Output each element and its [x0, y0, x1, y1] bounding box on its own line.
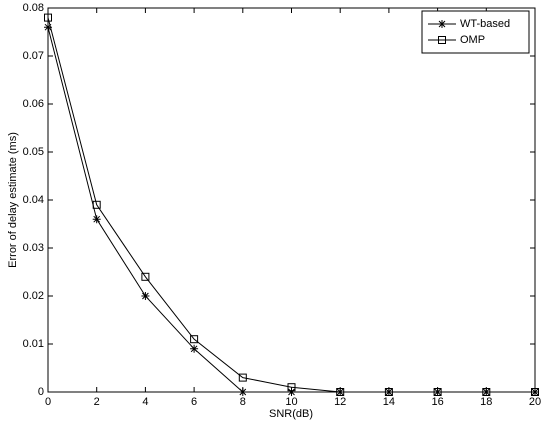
marker [287, 388, 296, 396]
x-tick-label: 10 [285, 396, 297, 408]
series-line [47, 17, 535, 393]
y-tick-label: 0.02 [23, 290, 44, 302]
x-tick-label: 16 [431, 396, 443, 408]
x-axis-label: SNR(dB) [269, 408, 313, 420]
marker [287, 383, 296, 392]
y-tick-label: 0.05 [23, 146, 44, 158]
legend-label: WT-based [460, 18, 510, 30]
y-tick-label: 0.08 [23, 2, 44, 14]
marker [92, 215, 101, 224]
y-tick-label: 0.01 [23, 338, 44, 350]
y-tick-label: 0.06 [23, 98, 44, 110]
marker [44, 23, 52, 32]
marker [433, 388, 442, 396]
legend-label: OMP [460, 34, 485, 46]
marker [238, 388, 247, 396]
legend-box [421, 10, 530, 54]
marker [44, 13, 52, 22]
x-tick-label: 20 [529, 396, 541, 408]
marker [141, 272, 150, 281]
x-tick-label: 0 [45, 396, 51, 408]
y-tick-label: 0.07 [23, 50, 44, 62]
marker [438, 20, 446, 28]
x-tick-label: 14 [383, 396, 395, 408]
marker [384, 388, 393, 396]
plot-area [47, 7, 536, 393]
marker [438, 36, 446, 44]
marker [190, 335, 199, 344]
marker [238, 373, 247, 382]
x-tick-label: 6 [191, 396, 197, 408]
x-tick-label: 12 [334, 396, 346, 408]
y-axis-label: Error of delay estimate (ms) [7, 132, 19, 268]
x-tick-label: 18 [480, 396, 492, 408]
marker [190, 344, 199, 353]
x-tick-label: 8 [240, 396, 246, 408]
y-tick-label: 0.03 [23, 242, 44, 254]
x-tick-label: 4 [142, 396, 148, 408]
marker [482, 388, 491, 396]
marker [141, 292, 150, 300]
y-tick-label: 0 [38, 386, 44, 398]
marker [531, 388, 539, 396]
marker [336, 388, 345, 396]
y-tick-label: 0.04 [23, 194, 44, 206]
marker [92, 200, 101, 209]
x-tick-label: 2 [94, 396, 100, 408]
